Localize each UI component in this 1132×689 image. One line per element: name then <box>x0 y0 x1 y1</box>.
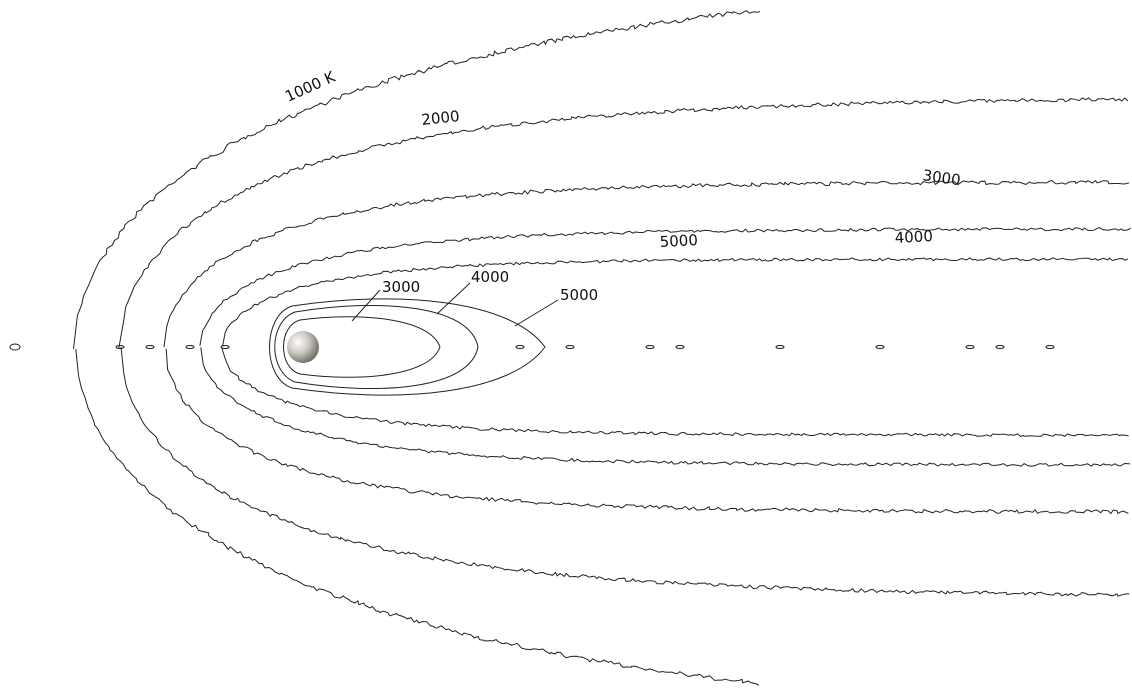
outer-contour <box>75 349 759 686</box>
inner-contour <box>274 305 479 389</box>
contour-label: 3000 <box>382 278 420 296</box>
outer-contour <box>165 348 1129 515</box>
contour-speck <box>115 345 125 349</box>
outer-contour <box>199 227 1131 346</box>
inner-contour <box>283 316 441 378</box>
contour-speck <box>995 345 1005 349</box>
contour-speck <box>645 345 655 349</box>
outer-contour <box>120 346 1130 597</box>
inner-contour <box>269 298 546 396</box>
outer-contour <box>200 347 1131 467</box>
contour-speck <box>565 345 575 349</box>
outer-contour <box>118 97 1129 349</box>
contour-speck <box>1045 345 1055 349</box>
contour-speck <box>220 345 230 349</box>
contour-label: 2000 <box>421 107 461 129</box>
outer-contour <box>73 10 761 349</box>
leader-line <box>436 282 471 315</box>
contour-label: 4000 <box>471 268 509 286</box>
contour-speck <box>875 345 885 349</box>
contour-label: 5000 <box>659 231 698 251</box>
small-contour <box>9 343 21 351</box>
contour-lines <box>73 10 1131 686</box>
contour-speck <box>775 345 785 349</box>
outer-contour <box>222 257 1129 347</box>
outer-contour <box>221 347 1129 437</box>
outer-contour <box>163 179 1130 348</box>
contour-label: 5000 <box>560 286 598 304</box>
contour-speck <box>515 345 525 349</box>
contour-speck <box>145 345 155 349</box>
sphere <box>287 331 319 363</box>
contour-speck <box>965 345 975 349</box>
contour-label: 4000 <box>894 227 933 247</box>
leader-line <box>351 289 381 322</box>
leader-line <box>514 299 559 327</box>
contour-label: 3000 <box>921 166 961 189</box>
contour-speck <box>185 345 195 349</box>
contour-speck <box>675 345 685 349</box>
